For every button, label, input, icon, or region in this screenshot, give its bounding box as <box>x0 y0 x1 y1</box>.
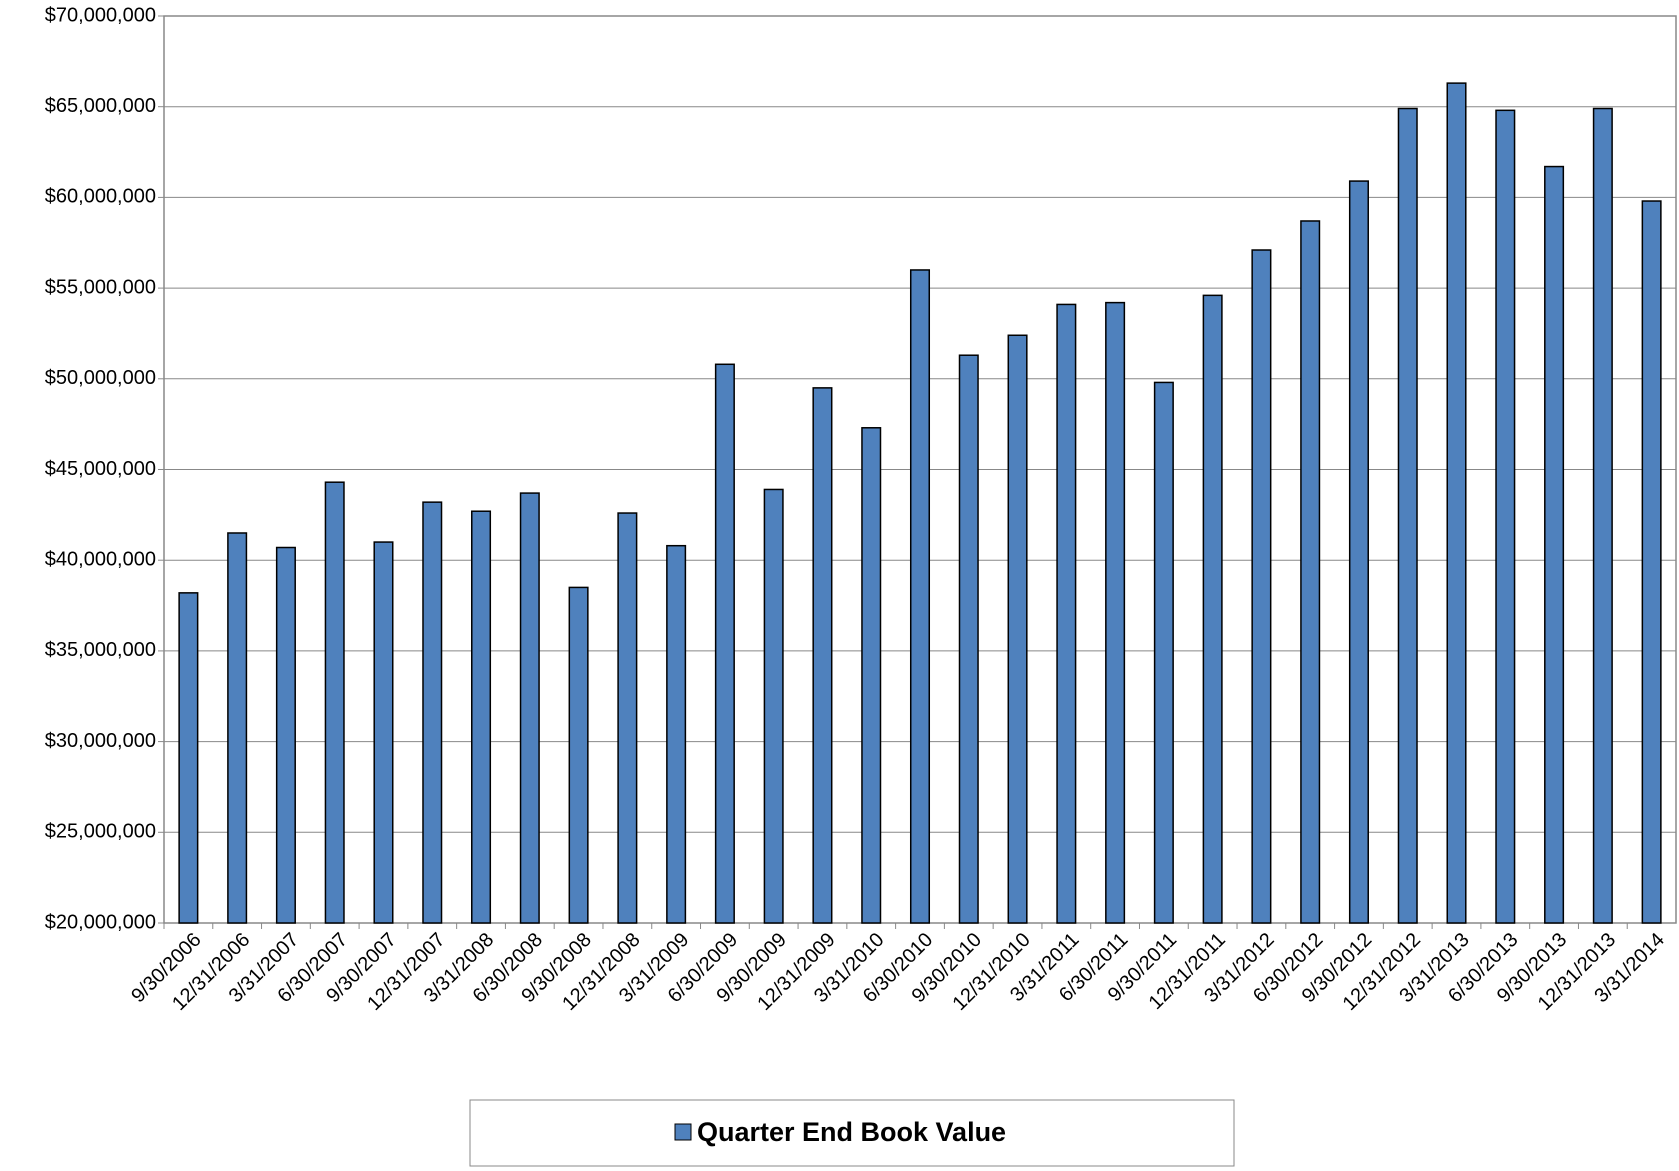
bar <box>227 532 248 924</box>
y-tick-label: $70,000,000 <box>45 4 156 26</box>
y-tick-label: $50,000,000 <box>45 367 156 389</box>
bar <box>471 510 492 924</box>
legend-box <box>469 1099 1235 1167</box>
bar <box>324 481 345 924</box>
y-tick-label: $30,000,000 <box>45 730 156 752</box>
bar <box>958 354 979 924</box>
bar <box>714 363 735 924</box>
bar <box>1153 381 1174 924</box>
bar <box>909 269 931 924</box>
y-tick-label: $25,000,000 <box>45 821 156 843</box>
bar <box>1105 301 1126 924</box>
bar <box>373 541 394 924</box>
bar <box>1348 180 1369 924</box>
y-tick-label: $55,000,000 <box>45 276 156 298</box>
y-tick-label: $35,000,000 <box>45 639 156 661</box>
bar <box>1397 107 1418 924</box>
bar <box>1592 107 1613 924</box>
y-tick-label: $65,000,000 <box>45 95 156 117</box>
legend-swatch <box>674 1123 692 1141</box>
bar <box>1495 109 1516 924</box>
legend-label: Quarter End Book Value <box>697 1117 1006 1147</box>
bar <box>1056 303 1077 924</box>
bar <box>178 592 199 924</box>
bar <box>1300 220 1321 924</box>
bar <box>275 546 296 924</box>
y-tick-label: $60,000,000 <box>45 186 156 208</box>
bar <box>1007 334 1028 924</box>
bar <box>1544 165 1565 924</box>
bar <box>861 427 882 924</box>
bar <box>666 544 687 924</box>
bar <box>1446 82 1467 924</box>
y-tick-label: $20,000,000 <box>45 911 156 933</box>
bar <box>1641 200 1662 924</box>
bar <box>568 586 589 924</box>
bar <box>1251 249 1272 924</box>
bar <box>422 501 443 924</box>
bar <box>519 492 540 924</box>
bar <box>1202 294 1223 924</box>
bar <box>617 512 638 924</box>
y-tick-label: $45,000,000 <box>45 458 156 480</box>
bar <box>763 488 784 924</box>
y-tick-label: $40,000,000 <box>45 548 156 570</box>
bar <box>812 387 833 924</box>
